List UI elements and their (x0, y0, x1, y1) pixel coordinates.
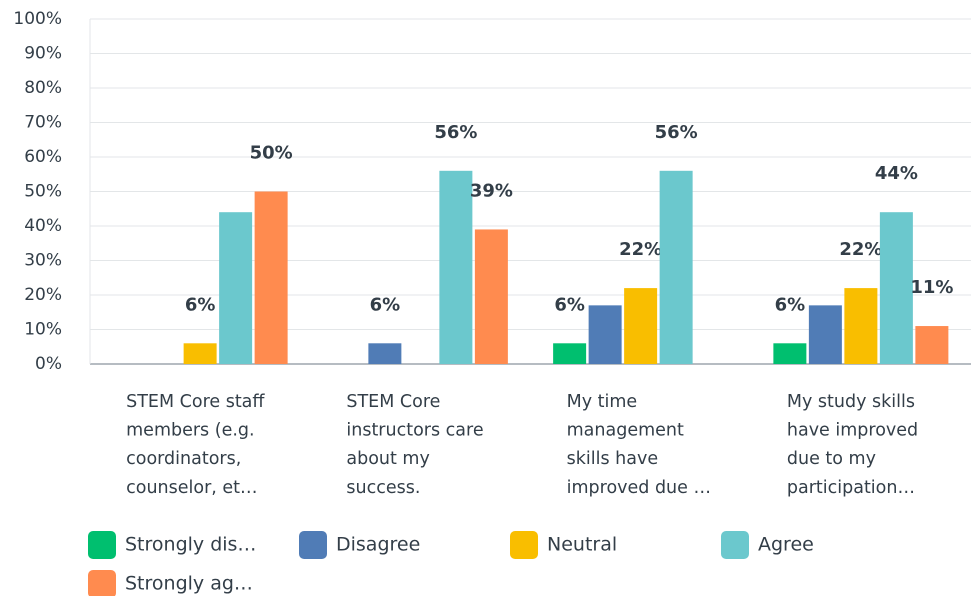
bar (659, 170, 693, 364)
data-label: 6% (370, 294, 401, 315)
x-tick-label: management (567, 421, 684, 441)
bar (553, 343, 587, 364)
bar (474, 229, 508, 364)
y-tick-label: 50% (24, 182, 62, 202)
data-label: 50% (250, 143, 293, 164)
data-label: 6% (554, 294, 585, 315)
data-label: 11% (910, 277, 953, 298)
x-tick-label: instructors care (346, 421, 483, 441)
y-tick-label: 60% (24, 147, 62, 167)
bar (588, 305, 622, 364)
x-tick-label: improved due … (567, 478, 711, 498)
y-tick-label: 20% (24, 285, 62, 305)
y-tick-label: 0% (35, 354, 62, 374)
bar (183, 343, 217, 364)
legend-label: Agree (758, 534, 814, 556)
legend-label: Disagree (336, 534, 420, 556)
bar (624, 288, 658, 364)
legend-swatch (721, 531, 749, 559)
bar (844, 288, 878, 364)
legend-label: Strongly ag… (125, 573, 253, 595)
x-tick-label: due to my (787, 449, 876, 469)
legend-swatch (510, 531, 538, 559)
bar (219, 212, 253, 364)
bar (879, 212, 913, 364)
bar (808, 305, 842, 364)
legend-swatch (88, 531, 116, 559)
x-tick-label: have improved (787, 421, 918, 441)
x-tick-label: STEM Core staff (126, 392, 265, 412)
x-tick-label: members (e.g. (126, 421, 254, 441)
data-label: 44% (875, 163, 918, 184)
data-label: 56% (434, 122, 477, 143)
y-tick-label: 10% (24, 320, 62, 340)
y-tick-label: 70% (24, 113, 62, 133)
data-label: 56% (655, 122, 698, 143)
data-label: 6% (775, 294, 806, 315)
x-tick-label: My time (567, 392, 638, 412)
legend-label: Strongly dis… (125, 534, 256, 556)
legend-swatch (299, 531, 327, 559)
x-tick-label: participation… (787, 478, 915, 498)
bar (915, 326, 949, 364)
x-tick-label: success. (346, 478, 420, 498)
y-tick-label: 90% (24, 44, 62, 64)
x-tick-label: counselor, et… (126, 478, 257, 498)
bar (439, 170, 473, 364)
x-tick-label: My study skills (787, 392, 915, 412)
data-label: 6% (185, 294, 216, 315)
data-label: 22% (839, 239, 882, 260)
x-tick-label: skills have (567, 449, 658, 469)
y-tick-label: 100% (13, 9, 62, 29)
bar (368, 343, 402, 364)
y-tick-label: 30% (24, 251, 62, 271)
bar (254, 191, 288, 364)
x-tick-label: STEM Core (346, 392, 440, 412)
y-tick-label: 40% (24, 216, 62, 236)
bar (773, 343, 807, 364)
legend-label: Neutral (547, 534, 617, 556)
legend-swatch (88, 570, 116, 596)
data-label: 39% (470, 180, 513, 201)
y-tick-label: 80% (24, 78, 62, 98)
x-tick-label: about my (346, 449, 429, 469)
x-tick-label: coordinators, (126, 449, 241, 469)
data-label: 22% (619, 239, 662, 260)
